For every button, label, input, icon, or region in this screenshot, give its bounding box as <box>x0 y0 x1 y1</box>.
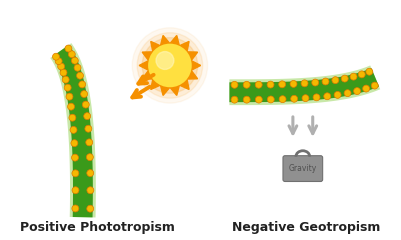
Circle shape <box>137 33 203 98</box>
Circle shape <box>79 81 86 88</box>
Circle shape <box>71 154 79 161</box>
Circle shape <box>358 71 365 78</box>
Circle shape <box>312 79 319 86</box>
Circle shape <box>313 94 320 101</box>
Circle shape <box>255 96 262 103</box>
Circle shape <box>62 76 69 83</box>
Text: Positive Phototropism: Positive Phototropism <box>20 221 175 234</box>
Circle shape <box>69 114 76 121</box>
Circle shape <box>86 139 93 146</box>
FancyBboxPatch shape <box>283 156 323 181</box>
Polygon shape <box>187 52 198 60</box>
Circle shape <box>354 88 360 95</box>
Circle shape <box>279 81 286 88</box>
Polygon shape <box>151 79 160 90</box>
Polygon shape <box>160 85 170 96</box>
Circle shape <box>290 80 297 87</box>
Circle shape <box>363 85 370 92</box>
Circle shape <box>255 81 262 88</box>
Circle shape <box>66 93 73 100</box>
Circle shape <box>132 28 208 103</box>
Polygon shape <box>179 79 189 90</box>
Circle shape <box>87 205 94 212</box>
Circle shape <box>350 73 357 80</box>
Circle shape <box>332 77 339 84</box>
Circle shape <box>156 52 174 69</box>
Polygon shape <box>229 66 380 105</box>
Circle shape <box>231 96 238 103</box>
Circle shape <box>324 93 331 100</box>
Polygon shape <box>142 70 153 79</box>
Circle shape <box>68 51 75 58</box>
Text: Negative Geotropism: Negative Geotropism <box>232 221 380 234</box>
Circle shape <box>60 69 67 76</box>
Circle shape <box>334 91 341 98</box>
Circle shape <box>84 113 91 120</box>
Polygon shape <box>142 52 153 60</box>
Polygon shape <box>170 85 179 96</box>
Circle shape <box>86 154 93 161</box>
Circle shape <box>82 101 89 108</box>
Circle shape <box>70 126 77 133</box>
Circle shape <box>58 63 65 70</box>
Circle shape <box>291 95 298 102</box>
Circle shape <box>302 95 309 102</box>
Circle shape <box>64 84 71 91</box>
Circle shape <box>77 72 83 79</box>
Polygon shape <box>179 42 189 52</box>
Circle shape <box>231 81 238 88</box>
Circle shape <box>344 90 351 97</box>
Circle shape <box>65 45 72 52</box>
Circle shape <box>267 81 274 88</box>
Circle shape <box>71 57 78 64</box>
Polygon shape <box>191 60 200 70</box>
Circle shape <box>243 81 250 88</box>
Circle shape <box>74 64 81 71</box>
Circle shape <box>366 68 373 75</box>
Circle shape <box>267 96 274 103</box>
Circle shape <box>71 140 78 147</box>
Polygon shape <box>187 70 198 79</box>
Polygon shape <box>170 36 179 46</box>
Polygon shape <box>229 68 379 102</box>
Circle shape <box>301 80 308 87</box>
Circle shape <box>279 96 286 103</box>
Circle shape <box>371 82 378 89</box>
Circle shape <box>53 53 59 60</box>
Circle shape <box>87 170 94 177</box>
Circle shape <box>148 44 192 87</box>
Circle shape <box>85 125 92 132</box>
Circle shape <box>341 75 348 82</box>
Polygon shape <box>139 60 149 70</box>
Circle shape <box>322 78 329 85</box>
Circle shape <box>243 96 250 103</box>
Circle shape <box>72 187 79 194</box>
Polygon shape <box>53 45 93 217</box>
Circle shape <box>72 170 79 177</box>
Circle shape <box>81 90 87 97</box>
Circle shape <box>72 205 79 212</box>
Circle shape <box>68 103 75 110</box>
Text: Gravity: Gravity <box>289 164 317 173</box>
Circle shape <box>142 38 198 93</box>
Polygon shape <box>151 42 160 52</box>
Circle shape <box>55 58 62 65</box>
Polygon shape <box>160 36 170 46</box>
Polygon shape <box>50 43 96 217</box>
Circle shape <box>87 187 94 194</box>
